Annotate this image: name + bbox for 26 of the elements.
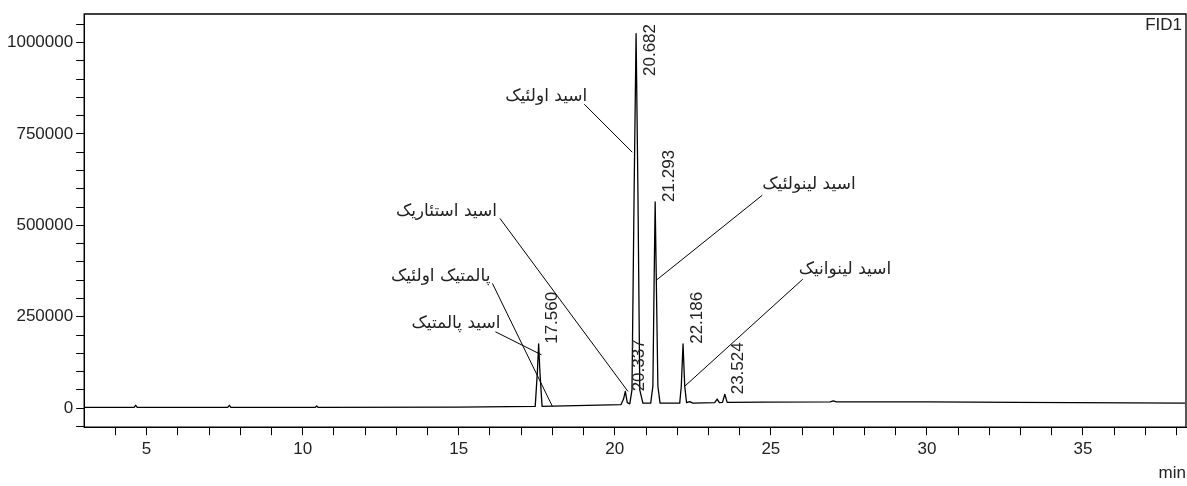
annotation: 20.682 — [639, 24, 659, 76]
annotation: 21.293 — [658, 149, 678, 202]
x-tick-label: 35 — [1073, 439, 1093, 459]
annotation: 22.186 — [686, 291, 706, 344]
x-tick-label: 30 — [917, 439, 937, 459]
annotation: اسید لینولئیک — [762, 172, 856, 193]
y-tick-label: 1000000 — [6, 32, 74, 52]
annotation: 23.524 — [728, 342, 748, 395]
x-tick-label: 20 — [605, 439, 625, 459]
annotation: 17.560 — [542, 291, 562, 344]
annotation: اسید پالمتیک — [411, 312, 501, 334]
annotation: پالمتیک اولئیک — [390, 264, 491, 286]
annotation: FID1 — [1145, 15, 1182, 35]
x-tick-label: 10 — [293, 439, 313, 459]
y-tick-label: 750000 — [16, 123, 74, 143]
x-axis-title: min — [1158, 463, 1186, 483]
x-tick-label: 15 — [449, 439, 469, 459]
annotation: اسید لینوانیک — [798, 257, 892, 278]
y-tick-label: 0 — [63, 397, 74, 417]
y-tick-label: 250000 — [16, 306, 74, 326]
x-tick-label: 25 — [761, 439, 781, 459]
annotation: 20.337 — [629, 339, 649, 392]
x-tick-label: 5 — [141, 439, 152, 459]
y-tick-label: 500000 — [16, 215, 74, 235]
annotation: اسید استئاریک — [395, 199, 497, 220]
annotation: اسید اولئیک — [505, 84, 588, 105]
